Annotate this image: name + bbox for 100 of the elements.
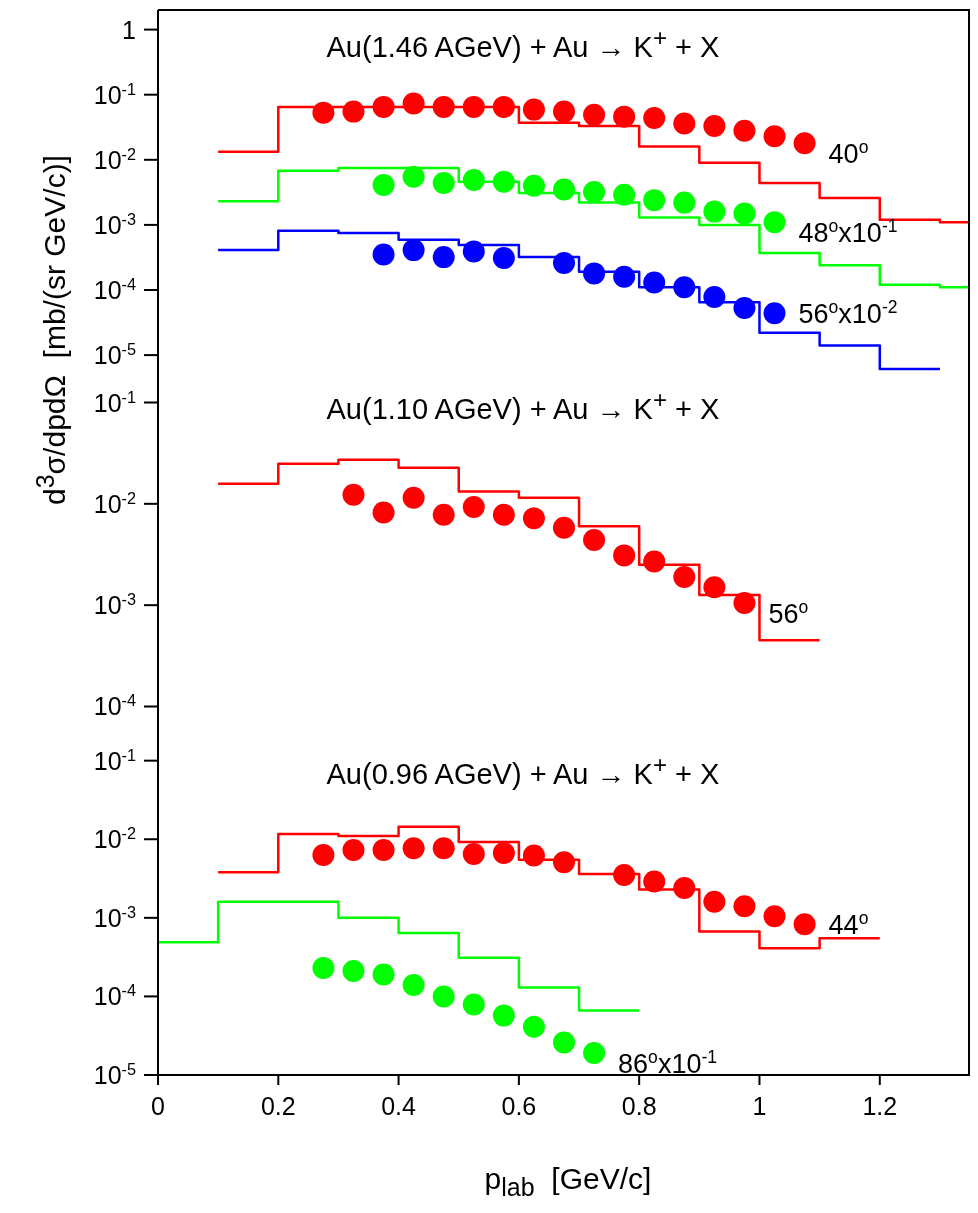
point bbox=[372, 963, 395, 986]
y-tick-label: 10$^{-5}$ bbox=[93, 1060, 136, 1089]
point bbox=[522, 1015, 545, 1038]
point bbox=[462, 496, 485, 519]
point bbox=[492, 247, 515, 270]
y-tick-label: 10$^{-1}$ bbox=[93, 387, 136, 417]
point bbox=[763, 302, 786, 325]
point bbox=[733, 895, 756, 918]
point bbox=[583, 262, 606, 285]
x-tick-label: 1 bbox=[752, 1092, 767, 1120]
y-tick-label: 10$^{-3}$ bbox=[93, 902, 136, 932]
y-tick-label: 10$^{-1}$ bbox=[93, 79, 136, 109]
point bbox=[312, 101, 335, 124]
point bbox=[613, 105, 636, 128]
text: Au(0.96 AGeV) + Au → K$^{+}$ + X bbox=[325, 751, 721, 791]
point bbox=[432, 246, 455, 269]
point bbox=[522, 844, 545, 867]
point bbox=[553, 516, 575, 539]
point bbox=[402, 239, 425, 262]
series-label: 56$^{o}$ bbox=[768, 597, 809, 630]
point bbox=[432, 837, 455, 860]
y-tick-label: 10$^{-4}$ bbox=[93, 275, 136, 304]
point bbox=[673, 276, 696, 299]
point bbox=[643, 106, 666, 129]
point bbox=[522, 98, 545, 121]
point bbox=[733, 119, 756, 142]
point bbox=[432, 172, 455, 195]
point bbox=[342, 100, 365, 123]
point bbox=[673, 565, 696, 588]
point bbox=[763, 905, 786, 928]
point bbox=[673, 876, 696, 899]
x-tick-label: 0 bbox=[151, 1092, 165, 1120]
series-label: 56$^{o}$x10$^{-2}$ bbox=[798, 297, 898, 330]
point bbox=[402, 973, 425, 996]
point bbox=[673, 112, 696, 135]
point bbox=[553, 251, 575, 274]
point bbox=[492, 170, 515, 193]
x-axis-title: p$_{lab}$ [GeV/c] bbox=[483, 1162, 653, 1202]
text: Au(1.46 AGeV) + Au → K$^{+}$ + X bbox=[325, 24, 721, 64]
series-label: 86$^{o}$x10$^{-1}$ bbox=[618, 1047, 718, 1080]
point bbox=[733, 592, 756, 615]
point bbox=[312, 844, 335, 867]
point bbox=[613, 183, 636, 206]
point bbox=[372, 95, 395, 118]
point bbox=[793, 913, 816, 936]
point bbox=[492, 841, 515, 864]
y-tick-label: 10$^{-4}$ bbox=[93, 981, 136, 1011]
point bbox=[763, 125, 786, 148]
point bbox=[462, 993, 485, 1016]
point bbox=[522, 507, 545, 530]
point bbox=[703, 286, 726, 309]
point bbox=[703, 115, 726, 138]
point bbox=[703, 576, 726, 599]
point bbox=[432, 503, 455, 526]
y-tick-label: 10$^{-4}$ bbox=[93, 691, 136, 721]
point bbox=[372, 838, 395, 861]
y-tick-label: 10$^{-3}$ bbox=[93, 209, 136, 239]
point bbox=[703, 200, 726, 223]
point bbox=[553, 851, 575, 874]
x-tick-label: 0.2 bbox=[260, 1092, 296, 1120]
point bbox=[703, 890, 726, 913]
point bbox=[402, 837, 425, 860]
point bbox=[402, 165, 425, 188]
point bbox=[793, 132, 816, 155]
point bbox=[643, 870, 666, 893]
x-tick-label: 0.6 bbox=[501, 1092, 537, 1120]
point bbox=[312, 956, 335, 979]
x-tick-label: 0.4 bbox=[381, 1092, 417, 1120]
point bbox=[763, 211, 786, 234]
series-label: 44$^{o}$ bbox=[828, 908, 869, 941]
point bbox=[673, 191, 696, 214]
y-tick-label: 1 bbox=[122, 15, 136, 44]
point bbox=[492, 95, 515, 118]
point bbox=[402, 486, 425, 509]
point bbox=[583, 103, 606, 126]
point bbox=[553, 100, 575, 123]
point bbox=[553, 1031, 575, 1054]
x-tick-label: 1.2 bbox=[862, 1092, 898, 1120]
point bbox=[643, 189, 666, 212]
point bbox=[342, 960, 365, 983]
y-tick-label: 10$^{-5}$ bbox=[93, 340, 136, 370]
point bbox=[372, 174, 395, 197]
x-tick-label: 0.8 bbox=[621, 1092, 657, 1120]
point bbox=[733, 296, 756, 319]
y-tick-label: 10$^{-2}$ bbox=[93, 144, 136, 174]
point bbox=[342, 838, 365, 861]
point bbox=[462, 842, 485, 865]
point bbox=[522, 174, 545, 197]
point bbox=[643, 550, 666, 573]
point bbox=[402, 92, 425, 115]
point bbox=[643, 271, 666, 294]
point bbox=[372, 501, 395, 524]
point bbox=[583, 1042, 606, 1065]
series-label: 40$^{o}$ bbox=[828, 137, 869, 170]
point bbox=[613, 265, 636, 288]
point bbox=[462, 240, 485, 263]
point bbox=[462, 95, 485, 118]
point bbox=[432, 95, 455, 118]
point bbox=[432, 985, 455, 1008]
point bbox=[462, 168, 485, 191]
